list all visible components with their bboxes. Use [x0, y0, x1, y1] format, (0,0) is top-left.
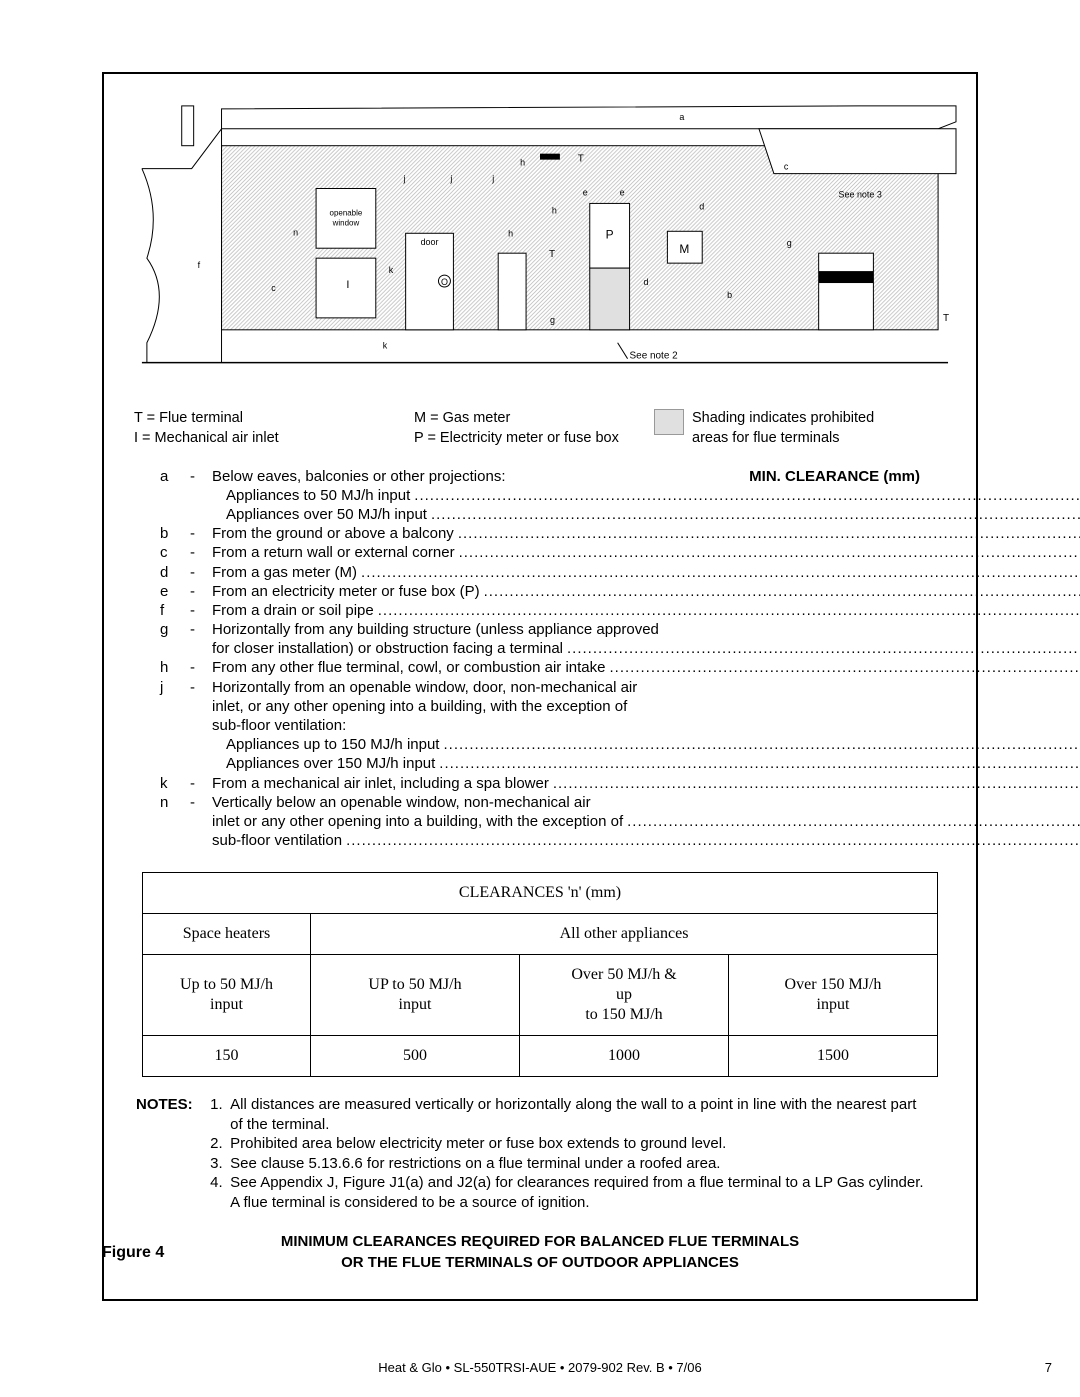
th-c4: Over 150 MJ/hinput: [729, 955, 937, 1035]
note-4: See Appendix J, Figure J1(a) and J2(a) f…: [230, 1173, 930, 1212]
note-3: See clause 5.13.6.6 for restrictions on …: [230, 1154, 720, 1174]
svg-text:d: d: [644, 277, 649, 287]
svg-text:P: P: [606, 227, 614, 241]
svg-text:See note 3: See note 3: [839, 189, 882, 199]
shading-swatch: [654, 409, 684, 435]
svg-text:d: d: [699, 201, 704, 211]
svg-text:T: T: [549, 249, 555, 260]
svg-text:door: door: [421, 237, 439, 247]
figure-label: Figure 4: [102, 1244, 164, 1262]
svg-text:g: g: [550, 315, 555, 325]
notes-section: NOTES: 1.All distances are measured vert…: [104, 1077, 976, 1212]
svg-text:g: g: [787, 238, 792, 248]
clearances-table: CLEARANCES 'n' (mm) Space heaters All ot…: [142, 872, 938, 1077]
td-v2: 500: [311, 1036, 520, 1076]
svg-text:n: n: [293, 227, 298, 237]
th-space-heaters: Space heaters: [143, 914, 311, 954]
svg-text:b: b: [727, 290, 732, 300]
legend-shading: Shading indicates prohibited areas for f…: [692, 409, 902, 448]
svg-text:k: k: [383, 341, 388, 351]
notes-label: NOTES:: [136, 1095, 206, 1115]
svg-text:h: h: [552, 205, 557, 215]
label-openable: openable: [330, 208, 363, 217]
th-all-other: All other appliances: [311, 914, 937, 954]
svg-text:j: j: [449, 174, 452, 184]
svg-text:e: e: [583, 187, 588, 197]
legend-m: M = Gas meter: [414, 409, 654, 429]
house-diagram: openable window I door O P M T: [104, 74, 976, 407]
svg-text:window: window: [332, 218, 360, 227]
legend-i: I = Mechanical air inlet: [134, 429, 414, 449]
legend-p: P = Electricity meter or fuse box: [414, 429, 654, 449]
svg-text:T: T: [943, 313, 949, 324]
page-footer: Heat & Glo • SL-550TRSI-AUE • 2079-902 R…: [0, 1360, 1080, 1375]
svg-text:k: k: [389, 265, 394, 275]
note-2: Prohibited area below electricity meter …: [230, 1134, 726, 1154]
legend-t: T = Flue terminal: [134, 409, 414, 429]
page-frame: openable window I door O P M T: [102, 72, 978, 1301]
svg-text:I: I: [346, 279, 349, 291]
svg-text:M: M: [679, 242, 689, 256]
svg-text:c: c: [271, 283, 276, 293]
td-v4: 1500: [729, 1036, 937, 1076]
legend-row: T = Flue terminal I = Mechanical air inl…: [104, 407, 976, 448]
table-title: CLEARANCES 'n' (mm): [143, 873, 937, 913]
svg-text:j: j: [491, 174, 494, 184]
clearance-diagram-svg: openable window I door O P M T: [122, 84, 958, 402]
svg-text:O: O: [441, 277, 448, 287]
svg-text:j: j: [403, 174, 406, 184]
svg-text:See note 2: See note 2: [630, 351, 679, 362]
svg-text:f: f: [198, 260, 201, 270]
page-number: 7: [1045, 1360, 1052, 1375]
td-v3: 1000: [520, 1036, 729, 1076]
td-v1: 150: [143, 1036, 311, 1076]
th-c3: Over 50 MJ/h &upto 150 MJ/h: [520, 955, 729, 1035]
svg-text:e: e: [620, 187, 625, 197]
note-1: All distances are measured vertically or…: [230, 1095, 930, 1134]
svg-text:T: T: [578, 154, 584, 165]
svg-text:h: h: [508, 228, 513, 238]
bottom-title: MINIMUM CLEARANCES REQUIRED FOR BALANCED…: [104, 1212, 976, 1283]
clearance-list: MIN. CLEARANCE (mm) a-Below eaves, balco…: [104, 449, 976, 851]
th-c1: Up to 50 MJ/hinput: [143, 955, 311, 1035]
th-c2: UP to 50 MJ/hinput: [311, 955, 520, 1035]
svg-text:a: a: [679, 112, 684, 122]
svg-text:h: h: [520, 158, 525, 168]
svg-text:c: c: [784, 162, 789, 172]
